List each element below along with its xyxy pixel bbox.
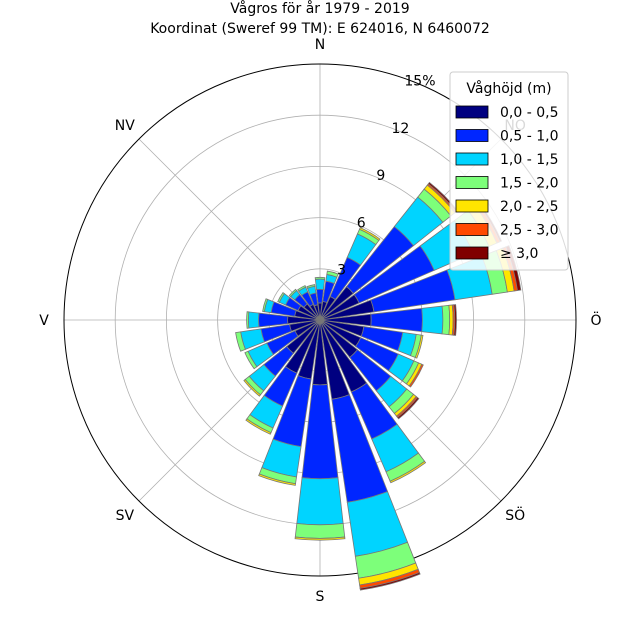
sector-270-bin-1: [258, 312, 289, 328]
legend-label-2: 1,0 - 1,5: [500, 152, 558, 168]
sector-90-bin-2: [421, 305, 444, 335]
direction-label-3: SÖ: [505, 506, 525, 524]
legend-box: [449, 71, 569, 271]
radial-tick-label-4: 15%: [404, 73, 435, 89]
legend-label-5: 2,5 - 3,0: [500, 223, 558, 239]
outer-ring: [63, 63, 577, 577]
sector-90-bin-3: [441, 304, 451, 336]
sector-180-bin-4: [294, 536, 346, 541]
grid-spoke-7: [138, 138, 321, 321]
sector-285-bin-3: [262, 298, 269, 313]
legend-label-6: ≥ 3,0: [500, 246, 538, 262]
direction-label-6: V: [39, 313, 49, 329]
sector-150-bin-4: [389, 460, 427, 484]
radial-tick-label-3: 12: [391, 121, 409, 137]
sector-120-bin-5: [408, 363, 424, 388]
legend-title: Våghöjd (m): [466, 80, 551, 97]
sector-90-bin-6: [453, 304, 457, 336]
sector-195-bin-4: [258, 473, 296, 486]
legend-swatch-6: [455, 246, 489, 260]
sector-315-bin-3: [288, 288, 298, 298]
legend-swatch-3: [455, 176, 489, 189]
legend-swatch-5: [455, 223, 489, 236]
sector-270-bin-3: [246, 311, 250, 329]
sector-225-bin-4: [243, 378, 262, 397]
sector-240-bin-3: [244, 350, 258, 370]
sector-0-bin-1: [316, 288, 324, 304]
sector-330-bin-3: [297, 285, 307, 292]
sector-30-bin-4: [358, 227, 381, 241]
chart-subtitle: Koordinat (Sweref 99 TM): E 624016, N 64…: [150, 21, 490, 37]
radial-tick-label-2: 9: [376, 168, 385, 184]
direction-label-2: Ö: [590, 311, 601, 329]
legend-label-1: 0,5 - 1,0: [500, 129, 558, 145]
rose-sectors: [235, 181, 522, 591]
sector-105-bin-4: [414, 334, 424, 359]
legend-label-3: 1,5 - 2,0: [500, 176, 558, 192]
radial-tick-label-1: 6: [357, 215, 366, 231]
direction-label-0: N: [315, 37, 325, 53]
legend: Våghöjd (m) 0,0 - 0,5 0,5 - 1,0 1,0 - 1,5 1,…: [449, 71, 569, 271]
sector-0-bin-2: [314, 278, 326, 290]
sector-0-bin-3: [314, 276, 326, 280]
sector-345-bin-3: [306, 284, 316, 289]
sector-90-bin-1: [370, 307, 423, 333]
legend-swatch-4: [455, 199, 489, 213]
legend-label-4: 2,0 - 2,5: [500, 199, 558, 215]
sector-255-bin-3: [235, 331, 246, 352]
legend-swatch-2: [455, 152, 489, 166]
sector-270-bin-2: [247, 311, 260, 329]
sector-165-bin-6: [359, 571, 421, 591]
sector-15-bin-3: [326, 270, 339, 278]
chart-title: Vågros för år 1979 - 2019: [230, 0, 409, 17]
legend-label-0: 0,0 - 0,5: [500, 105, 558, 121]
sector-300-bin-3: [277, 292, 285, 303]
legend-swatch-1: [455, 129, 489, 142]
radial-tick-label-0: 3: [337, 263, 346, 279]
sector-180-bin-3: [294, 523, 346, 539]
sector-135-bin-6: [396, 396, 420, 420]
direction-label-4: S: [316, 589, 325, 605]
direction-label-7: NV: [115, 118, 135, 134]
legend-swatch-0: [455, 105, 489, 119]
direction-label-5: SV: [116, 508, 135, 524]
sector-210-bin-4: [245, 418, 272, 435]
sector-180-bin-2: [296, 477, 344, 526]
